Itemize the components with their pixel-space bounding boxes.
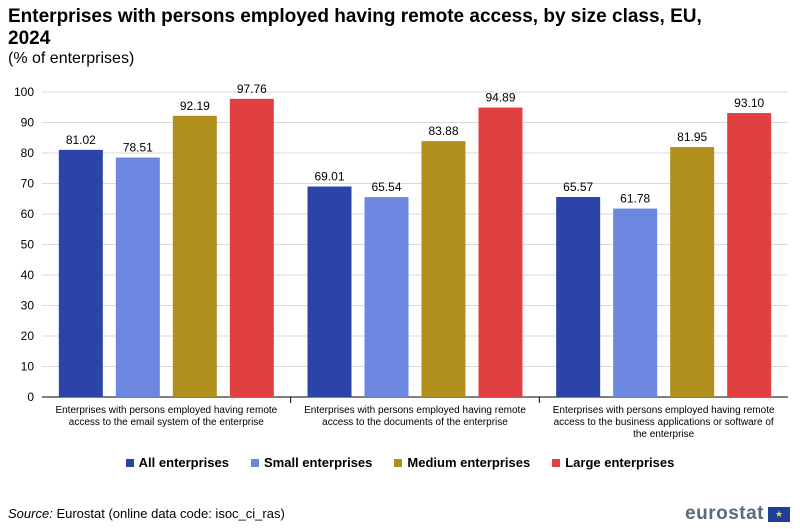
legend-label: Small enterprises	[264, 455, 373, 470]
y-tick-label: 40	[21, 268, 35, 282]
bar	[115, 157, 160, 397]
y-tick-label: 0	[27, 390, 34, 404]
legend-item: Medium enterprises	[394, 455, 530, 470]
bar	[364, 197, 409, 397]
y-tick-label: 50	[21, 238, 35, 252]
chart-subtitle: (% of enterprises)	[8, 50, 135, 67]
y-tick-label: 80	[21, 146, 35, 160]
x-category-label: access to the business applications or s…	[554, 417, 774, 428]
data-label: 65.57	[563, 180, 593, 194]
data-label: 92.19	[180, 99, 210, 113]
y-tick-label: 20	[21, 329, 35, 343]
y-tick-label: 30	[21, 299, 35, 313]
bar	[478, 107, 523, 397]
x-category-label: the enterprise	[633, 429, 695, 440]
bar	[670, 147, 715, 397]
legend-label: Medium enterprises	[407, 455, 531, 470]
source-label: Source:	[8, 506, 53, 521]
y-tick-label: 10	[21, 360, 35, 374]
eurostat-logo: eurostat ★	[685, 503, 790, 525]
data-label: 65.54	[371, 180, 401, 194]
bar	[307, 186, 352, 397]
x-category-label: access to the email system of the enterp…	[69, 417, 265, 428]
data-label: 97.76	[237, 82, 267, 96]
data-label: 69.01	[314, 170, 344, 184]
bar	[556, 197, 601, 397]
x-category-label: Enterprises with persons employed having…	[553, 405, 775, 416]
eu-flag-icon: ★	[768, 506, 790, 522]
bar	[613, 208, 658, 397]
bar	[58, 149, 103, 397]
flag-stars: ★	[774, 508, 784, 519]
bar	[727, 113, 772, 398]
legend-swatch	[394, 458, 403, 467]
data-label: 81.95	[677, 130, 707, 144]
legend-swatch	[251, 458, 259, 467]
data-label: 83.88	[428, 124, 458, 138]
y-tick-label: 100	[14, 85, 34, 99]
logo-text: eurostat	[685, 503, 764, 524]
bar-chart: 0 10 20 30 40 50 60 70 80 90 100 81.02 78.51 92.19 97.…	[14, 82, 788, 440]
chart-legend: All enterprises Small enterprises Medium e…	[0, 455, 800, 470]
legend-label: Large enterprises	[565, 455, 675, 470]
legend-swatch	[552, 458, 561, 467]
y-tick-label: 70	[21, 177, 35, 191]
x-category-label: Enterprises with persons employed having…	[55, 405, 277, 416]
data-label: 61.78	[620, 192, 650, 206]
data-label: 93.10	[734, 96, 764, 110]
data-label: 81.02	[66, 133, 96, 147]
legend-item: Small enterprises	[251, 455, 372, 470]
legend-swatch	[125, 458, 134, 467]
bar	[229, 98, 274, 397]
legend-item: Large enterprises	[552, 455, 674, 470]
data-label: 94.89	[485, 91, 515, 105]
bar	[172, 115, 217, 398]
data-label: 78.51	[123, 141, 153, 155]
y-tick-label: 60	[21, 207, 35, 221]
source-text: Eurostat (online data code: isoc_ci_ras)	[56, 506, 285, 521]
y-tick-label: 90	[21, 116, 35, 130]
chart-title: Enterprises with persons employed having…	[8, 6, 702, 49]
x-category-label: access to the documents of the enterpris…	[322, 417, 508, 428]
source-note: Source: Eurostat (online data code: isoc…	[8, 506, 285, 521]
legend-label: All enterprises	[138, 455, 229, 470]
x-category-label: Enterprises with persons employed having…	[304, 405, 526, 416]
legend-item: All enterprises	[125, 455, 229, 470]
bar	[421, 141, 466, 397]
